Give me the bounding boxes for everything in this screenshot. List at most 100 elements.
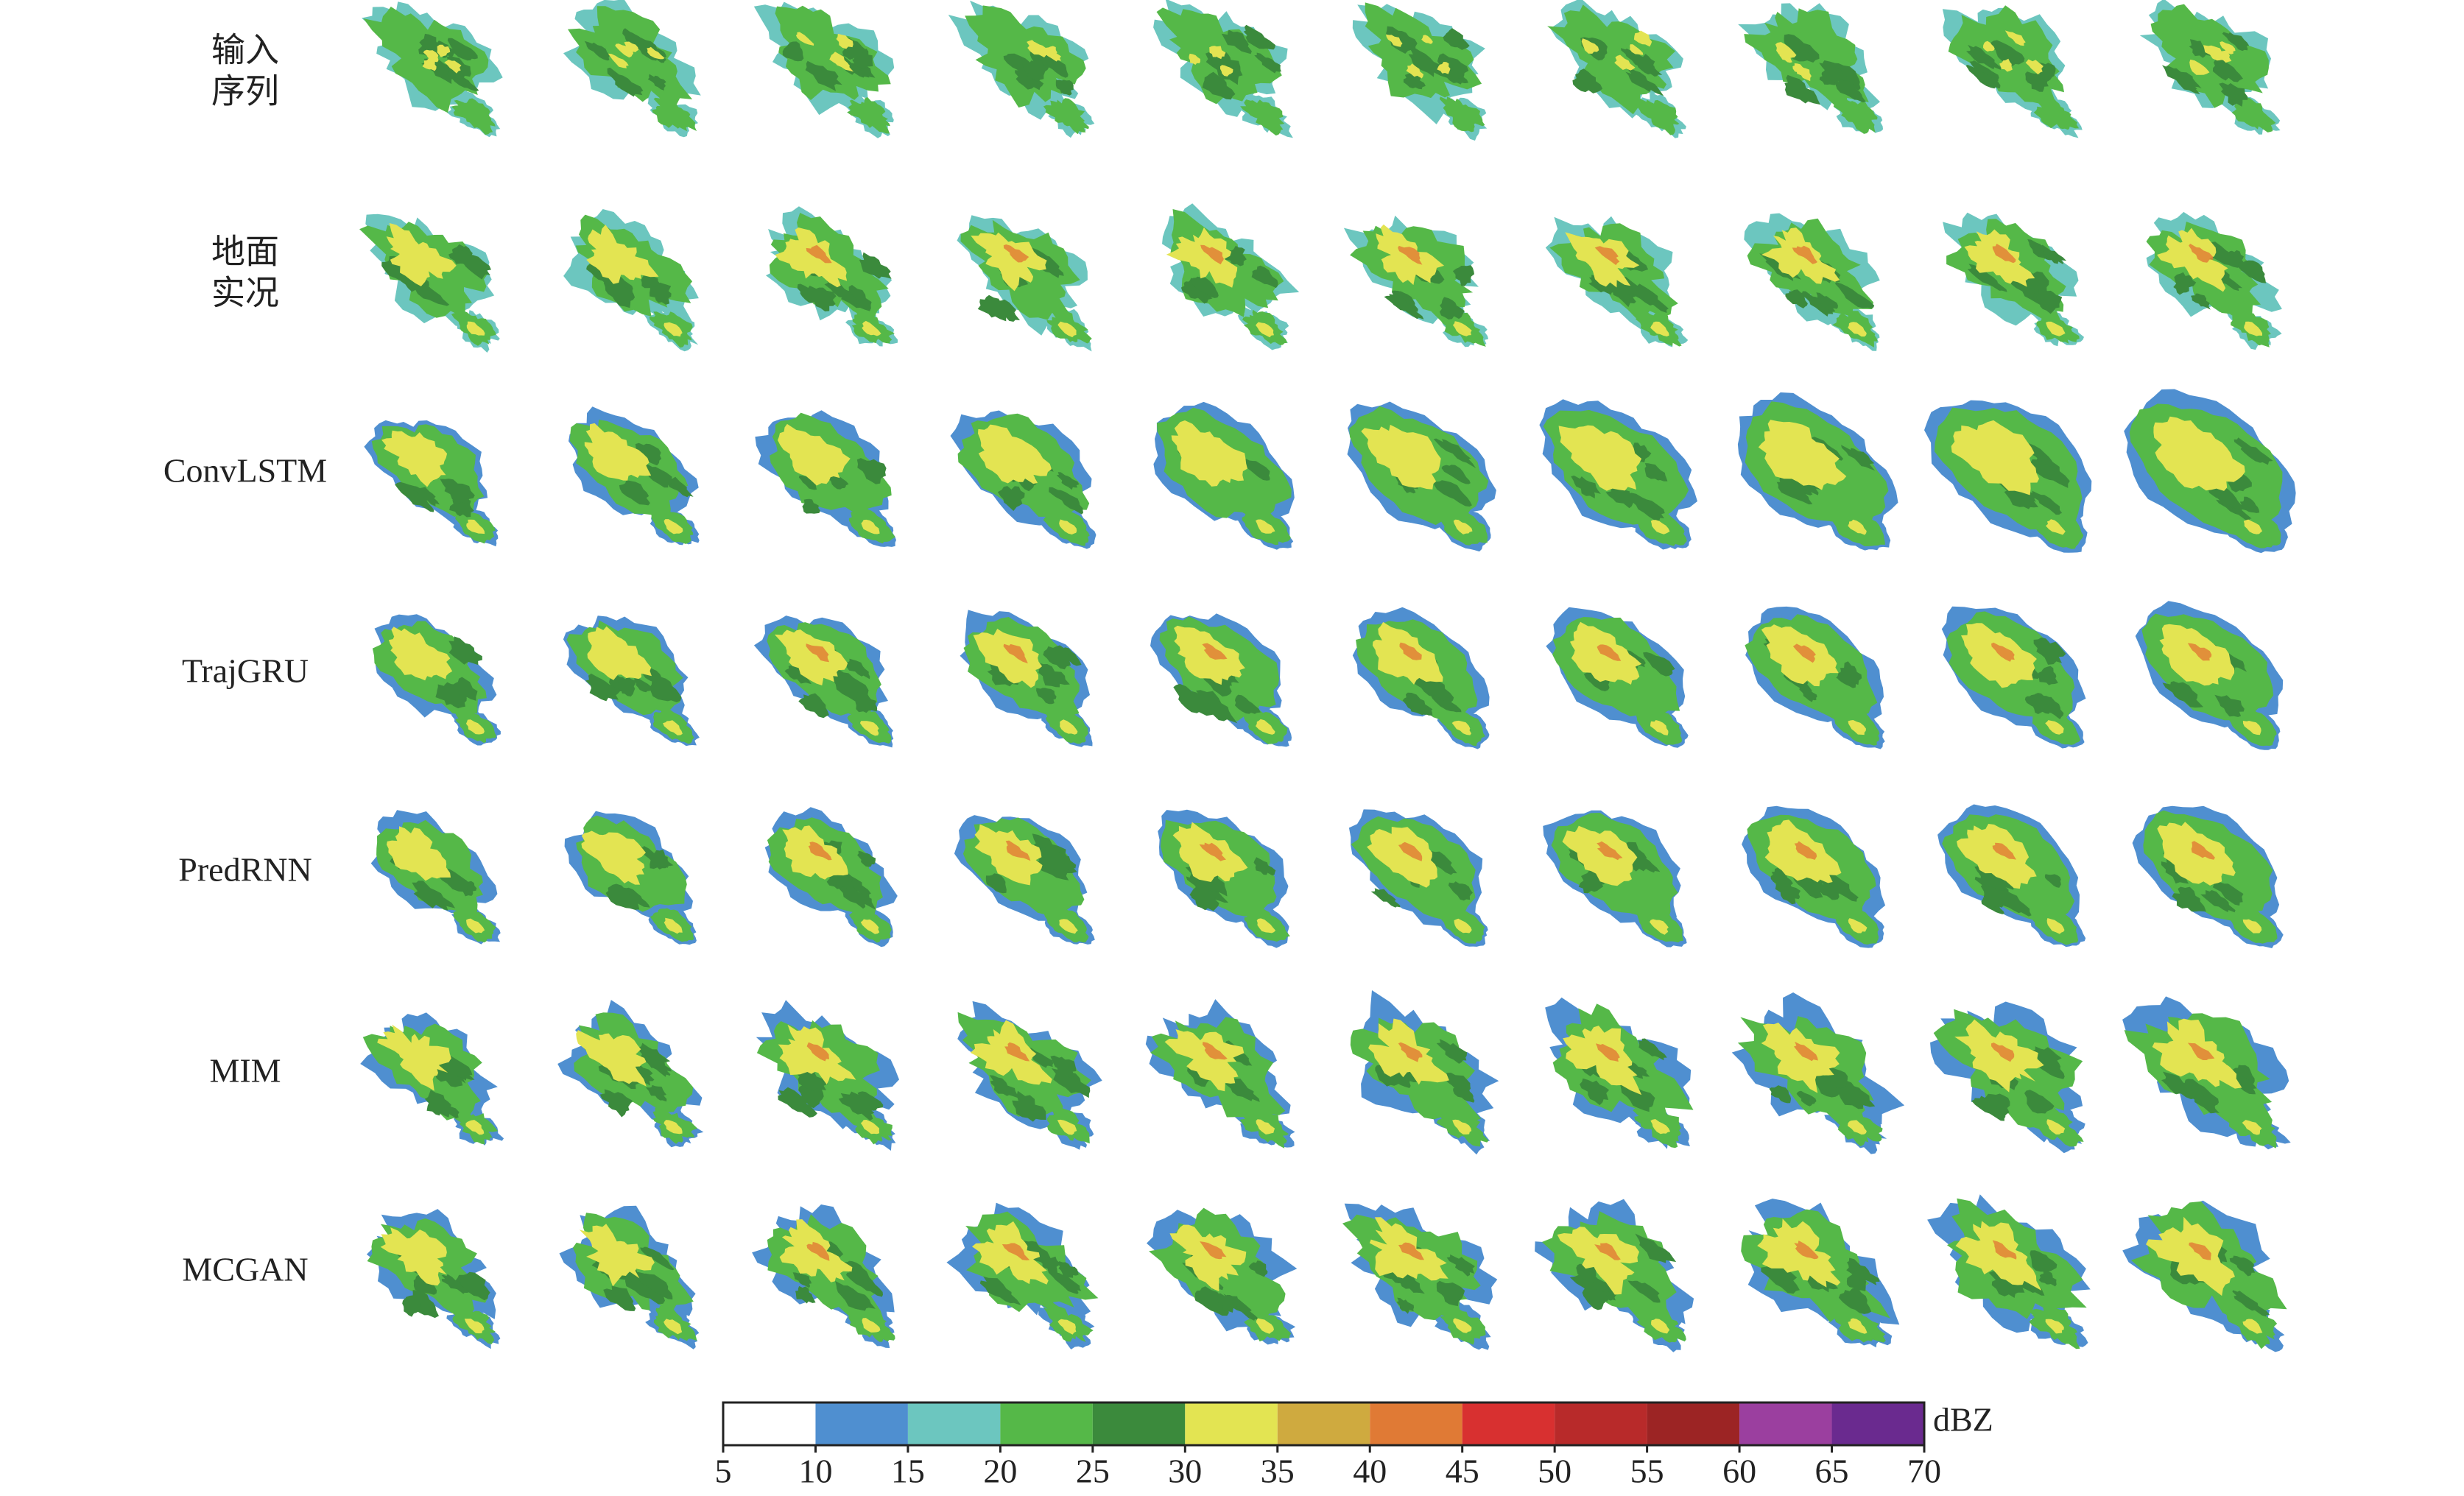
echo-dark — [1571, 475, 1601, 498]
echo-yellow — [1361, 424, 1473, 534]
echo-dark — [1047, 1270, 1082, 1294]
echo-green — [363, 7, 496, 135]
echo-dark — [2036, 288, 2063, 314]
echo-dark — [1605, 484, 1635, 509]
echo-dark — [1055, 80, 1074, 96]
row-label: 输入 — [211, 32, 279, 69]
echo-yellow — [615, 43, 633, 58]
echo-dark — [2229, 1255, 2256, 1277]
echo-dark — [1578, 869, 1603, 894]
echo-dark — [2191, 293, 2211, 310]
echo-dark — [1436, 1039, 1468, 1064]
radar-echo — [1745, 606, 1885, 749]
echo-dark — [845, 1269, 883, 1297]
echo-yellow — [1369, 1217, 1472, 1333]
echo-dark — [643, 1056, 672, 1077]
echo-dark — [625, 1271, 665, 1305]
echo-yellow — [2159, 624, 2261, 735]
echo-dark — [979, 1276, 1021, 1305]
radar-echo — [2124, 389, 2296, 554]
echo-dark — [1049, 487, 1083, 515]
echo-yellow — [973, 629, 1078, 735]
echo-orange — [1794, 1041, 1818, 1062]
echo-dark — [1988, 1269, 2025, 1298]
echo-dark — [1798, 291, 1836, 317]
echo-yellow — [387, 826, 485, 934]
colorbar-tick-label: 65 — [1815, 1453, 1849, 1490]
echo-dark — [1191, 276, 1219, 298]
echo-dark — [1046, 59, 1069, 78]
echo-yellow — [1166, 227, 1274, 338]
echo-dark — [798, 1085, 824, 1109]
echo-dark — [1635, 1233, 1677, 1263]
echo-yellow — [1174, 625, 1275, 735]
radar-echo — [954, 815, 1095, 945]
radar-echo — [753, 1, 895, 138]
echo-dark — [402, 1297, 421, 1317]
echo-dark — [2222, 32, 2250, 52]
echo-orange — [1595, 1043, 1620, 1062]
echo-yellow — [1367, 827, 1472, 934]
echo-dark — [603, 280, 636, 308]
echo-dark — [1193, 690, 1238, 724]
radar-echo — [372, 614, 501, 746]
echo-dark — [616, 677, 636, 697]
radar-echo — [1348, 809, 1488, 947]
echo-dark — [828, 473, 849, 490]
radar-echo — [370, 810, 501, 945]
echo-dark — [1580, 1078, 1610, 1106]
echo-dark — [640, 1246, 675, 1271]
echo-yellow — [1761, 1023, 1867, 1135]
echo-dark — [798, 693, 829, 719]
echo-yellow — [1172, 822, 1276, 934]
colorbar-tick-label: 60 — [1722, 1453, 1756, 1490]
echo-yellow — [608, 53, 629, 68]
echo-dark — [1819, 61, 1848, 83]
echo-orange — [1200, 1241, 1227, 1260]
colorbar-tick-label: 40 — [1353, 1453, 1387, 1490]
echo-orange — [1002, 1243, 1030, 1260]
echo-dark — [1967, 264, 2007, 292]
echo-dark — [2212, 57, 2243, 82]
echo-dark — [1021, 60, 1046, 82]
row-label: PredRNN — [178, 851, 311, 889]
echo-orange — [2187, 643, 2212, 661]
echo-dark — [1841, 445, 1876, 471]
colorbar-bin — [907, 1402, 1001, 1445]
radar-echo — [1545, 997, 1694, 1149]
echo-yellow — [381, 430, 485, 534]
echo-dark — [599, 1089, 633, 1118]
echo-orange — [1792, 245, 1817, 264]
radar-echo — [1162, 203, 1300, 350]
radar-echo — [359, 214, 500, 353]
radar-echo — [1153, 0, 1293, 138]
echo-dark — [859, 252, 892, 279]
echo-orange — [1399, 642, 1422, 660]
echo-dark — [1443, 28, 1470, 50]
echo-yellow — [836, 33, 853, 49]
echo-dark — [2184, 1079, 2219, 1106]
echo-dark — [451, 677, 478, 701]
echo-dark — [1776, 476, 1813, 505]
radar-echo — [563, 615, 700, 747]
echo-dark — [2189, 39, 2212, 58]
echo-dark — [805, 60, 842, 91]
echo-dark — [1202, 71, 1236, 100]
echo-green — [1948, 5, 2080, 130]
echo-dark — [1846, 1257, 1880, 1285]
echo-yellow — [1964, 229, 2066, 336]
echo-yellow — [1563, 1026, 1671, 1135]
radar-echo — [1153, 401, 1295, 550]
radar-echo — [756, 1000, 899, 1151]
echo-dark — [795, 1285, 816, 1304]
echo-orange — [1200, 244, 1224, 265]
echo-yellow — [1164, 1029, 1275, 1135]
echo-dark — [605, 883, 640, 910]
echo-yellow — [1581, 38, 1599, 54]
echo-dark — [636, 844, 674, 868]
echo-dark — [405, 1290, 439, 1319]
echo-yellow — [1983, 40, 1995, 52]
radar-echo — [1546, 607, 1689, 748]
echo-dark — [1582, 1288, 1608, 1310]
